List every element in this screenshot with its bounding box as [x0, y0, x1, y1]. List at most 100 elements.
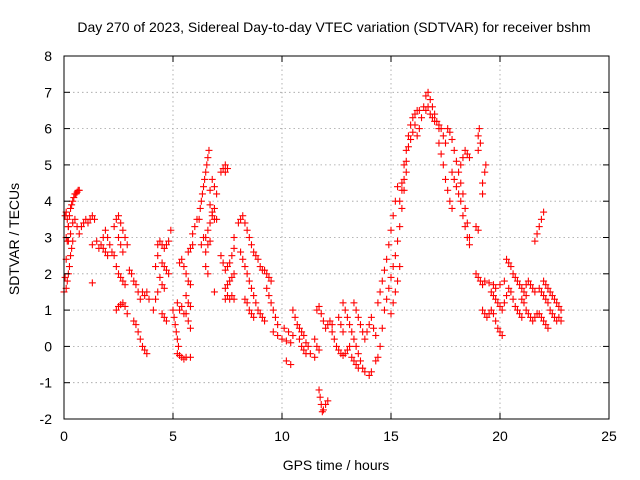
data-point: [503, 292, 511, 300]
data-point: [553, 299, 561, 307]
data-point: [112, 263, 120, 271]
data-point: [88, 212, 96, 220]
data-point: [518, 284, 526, 292]
data-point: [472, 270, 480, 278]
data-point: [186, 244, 194, 252]
data-point: [263, 270, 271, 278]
data-point: [455, 190, 463, 198]
data-point: [313, 306, 321, 314]
data-point: [104, 234, 112, 241]
data-point: [389, 263, 397, 271]
data-point: [184, 277, 192, 285]
data-point: [67, 204, 75, 212]
data-point: [115, 270, 122, 278]
data-point: [350, 357, 358, 365]
data-point: [289, 306, 297, 314]
data-point: [461, 146, 469, 154]
data-point: [439, 132, 447, 140]
data-point: [383, 255, 391, 263]
data-point: [112, 215, 120, 223]
data-point: [221, 266, 229, 274]
data-point: [361, 368, 369, 376]
data-point: [437, 150, 445, 158]
data-point: [174, 342, 182, 350]
data-point: [544, 284, 552, 292]
data-point: [448, 204, 456, 212]
data-point: [239, 255, 247, 263]
data-point: [455, 168, 463, 176]
data-point: [452, 157, 460, 165]
data-point: [348, 328, 356, 336]
data-point: [516, 310, 524, 318]
data-point: [169, 306, 177, 314]
data-point: [182, 310, 190, 318]
data-point: [173, 299, 181, 307]
data-point: [178, 255, 186, 263]
data-point: [544, 324, 552, 332]
y-tick-label: 5: [44, 157, 52, 173]
data-point: [315, 386, 323, 394]
data-point: [250, 292, 258, 300]
data-point: [537, 288, 545, 296]
data-point: [481, 168, 489, 176]
data-point: [176, 259, 184, 267]
data-point: [141, 346, 149, 354]
data-point: [243, 270, 251, 278]
data-point: [483, 313, 491, 321]
data-point: [537, 215, 545, 223]
data-point: [254, 255, 262, 263]
data-point: [311, 335, 319, 343]
data-point: [189, 230, 197, 238]
data-point: [457, 179, 465, 187]
data-point: [167, 226, 175, 234]
data-point: [479, 281, 487, 289]
data-point: [228, 273, 236, 281]
data-point: [69, 219, 77, 227]
data-point: [548, 310, 556, 318]
data-point: [267, 277, 275, 285]
data-point: [322, 400, 330, 408]
data-point: [492, 317, 500, 325]
data-point: [121, 302, 129, 310]
data-point: [128, 270, 136, 278]
data-point: [269, 328, 277, 336]
data-point: [186, 324, 194, 332]
data-point: [479, 306, 487, 314]
data-point: [261, 317, 269, 325]
data-point: [67, 252, 75, 260]
data-point: [319, 406, 327, 414]
data-point: [546, 306, 554, 314]
data-point: [213, 215, 221, 223]
data-point: [282, 357, 290, 365]
data-point: [498, 332, 506, 340]
data-point: [201, 175, 209, 183]
data-point: [274, 321, 282, 329]
data-point: [367, 368, 375, 376]
data-point: [487, 288, 495, 296]
data-point: [411, 110, 419, 118]
data-point: [352, 361, 360, 369]
data-point: [542, 321, 550, 329]
data-point: [204, 241, 212, 249]
data-point: [394, 277, 402, 285]
data-point: [529, 317, 537, 325]
data-point: [389, 212, 397, 220]
data-point: [479, 179, 487, 187]
data-point: [385, 284, 393, 292]
data-point: [531, 313, 539, 321]
data-point: [106, 241, 114, 249]
data-point: [302, 350, 310, 358]
data-point: [136, 295, 144, 303]
data-point: [396, 223, 404, 231]
data-point: [221, 161, 229, 169]
data-point: [132, 321, 140, 329]
data-point: [315, 346, 323, 354]
data-point: [206, 237, 214, 245]
data-point: [70, 194, 78, 202]
data-point: [173, 335, 181, 343]
data-point: [396, 263, 404, 271]
data-point: [522, 306, 530, 314]
data-point: [520, 299, 528, 307]
data-point: [348, 353, 356, 361]
